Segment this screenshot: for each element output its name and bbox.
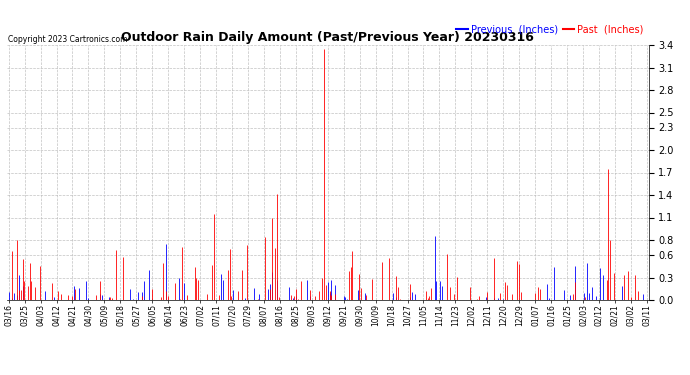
Text: Copyright 2023 Cartronics.com: Copyright 2023 Cartronics.com: [8, 35, 127, 44]
Legend: Previous  (Inches), Past  (Inches): Previous (Inches), Past (Inches): [456, 24, 644, 34]
Title: Outdoor Rain Daily Amount (Past/Previous Year) 20230316: Outdoor Rain Daily Amount (Past/Previous…: [121, 31, 534, 44]
